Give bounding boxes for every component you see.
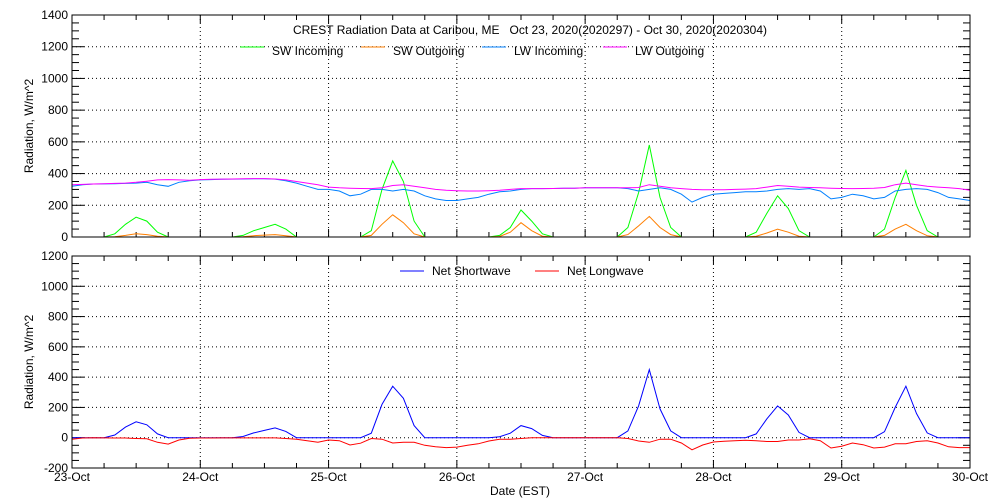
y-tick-label: 1000 — [41, 279, 68, 293]
legend-label: Net Shortwave — [432, 264, 511, 278]
series-line-lw-outgoing — [71, 178, 971, 192]
y-tick-label: 1200 — [41, 249, 68, 263]
x-tick-label: 23-Oct — [54, 470, 91, 484]
y-tick-label: 400 — [48, 370, 68, 384]
x-tick-label: 30-Oct — [952, 470, 989, 484]
y-axis-label-upper: Radiation, W/m^2 — [22, 79, 36, 174]
y-tick-label: 200 — [48, 198, 68, 212]
lower-plot: -200 0 200 400 600 800 1000 1200 Net Shortwave Ne… — [41, 249, 988, 484]
legend-label: SW Outgoing — [393, 44, 464, 58]
upper-plot: 0 200 400 600 800 1000 1200 1400 SW Incoming SW O… — [41, 8, 971, 244]
x-tick-label: 25-Oct — [311, 470, 348, 484]
legend-label: LW Incoming — [514, 44, 583, 58]
y-tick-label: 200 — [48, 400, 68, 414]
x-tick-label: 26-Oct — [439, 470, 476, 484]
y-tick-label: 600 — [48, 135, 68, 149]
series-line-net-shortwave — [72, 367, 970, 439]
x-tick-label: 28-Oct — [695, 470, 732, 484]
legend-label: LW Outgoing — [635, 44, 704, 58]
series-line-lw-incoming — [71, 178, 971, 203]
y-tick-label: 1000 — [41, 71, 68, 85]
y-tick-label: -200 — [44, 461, 68, 475]
y-tick-label: 800 — [48, 310, 68, 324]
y-tick-label: 0 — [61, 431, 68, 445]
x-tick-label: 27-Oct — [567, 470, 604, 484]
legend-label: Net Longwave — [567, 264, 644, 278]
y-tick-label: 0 — [61, 230, 68, 244]
y-axis-label-lower: Radiation, W/m^2 — [22, 315, 36, 410]
y-tick-label: 1400 — [41, 8, 68, 22]
plot-frame — [71, 14, 971, 238]
x-axis-label: Date (EST) — [490, 484, 550, 498]
y-tick-label: 400 — [48, 167, 68, 181]
legend-label: SW Incoming — [272, 44, 343, 58]
plot-frame — [71, 255, 971, 469]
chart-title: CREST Radiation Data at Caribou, ME Oct … — [293, 23, 767, 37]
x-tick-label: 29-Oct — [824, 470, 861, 484]
y-tick-label: 600 — [48, 340, 68, 354]
y-tick-label: 800 — [48, 103, 68, 117]
x-tick-label: 24-Oct — [182, 470, 219, 484]
y-tick-label: 1200 — [41, 40, 68, 54]
series-line-net-longwave — [71, 437, 970, 451]
